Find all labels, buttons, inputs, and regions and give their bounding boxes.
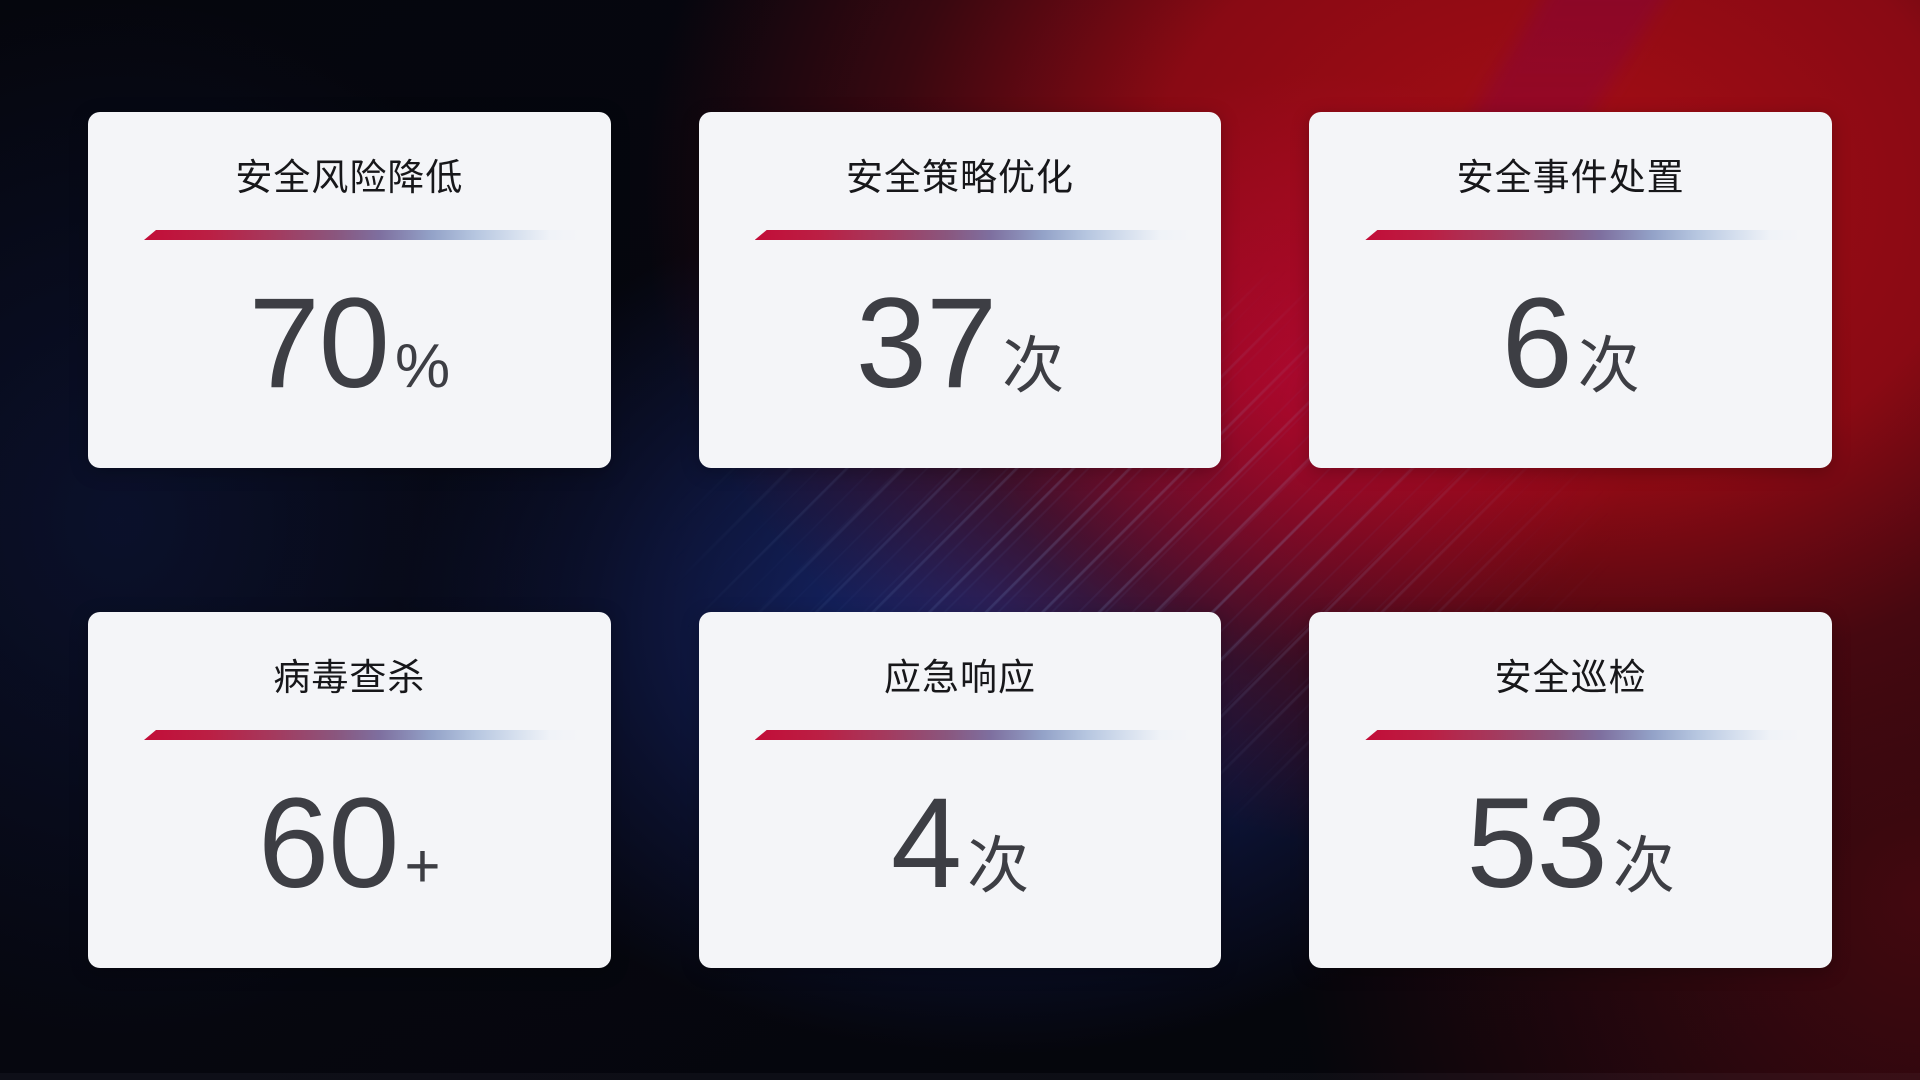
card-value-row: 37 次: [699, 272, 1222, 415]
value-unit: 次: [1002, 332, 1065, 401]
stat-card-security-policy-optimization: 安全策略优化 37 次: [698, 112, 1222, 468]
gradient-divider: [754, 230, 1191, 240]
card-value-row: 70 %: [88, 272, 611, 415]
card-value-row: 6 次: [1309, 272, 1832, 415]
card-value-row: 4 次: [699, 772, 1222, 915]
stat-card-security-incident-handling: 安全事件处置 6 次: [1309, 112, 1832, 468]
card-title: 病毒查杀: [273, 657, 426, 698]
stat-card-virus-scan: 病毒查杀 60 +: [88, 612, 611, 968]
bottom-edge-strip: [0, 1073, 1920, 1080]
card-title: 安全事件处置: [1456, 157, 1685, 198]
gradient-divider: [144, 730, 580, 740]
card-title: 应急响应: [883, 657, 1036, 698]
gradient-divider: [1365, 230, 1802, 240]
card-value-row: 60 +: [88, 772, 611, 915]
value-number: 53: [1466, 772, 1607, 915]
gradient-divider: [754, 730, 1191, 740]
value-number: 37: [855, 272, 997, 415]
value-unit: %: [394, 332, 451, 401]
kpi-card-grid: 安全风险降低 70 % 安全策略优化 37 次 安全事件处置 6 次 病毒查杀 …: [88, 112, 1832, 968]
card-title: 安全策略优化: [845, 157, 1074, 198]
value-number: 4: [890, 772, 962, 915]
card-title: 安全巡检: [1494, 657, 1647, 698]
card-title: 安全风险降低: [235, 157, 464, 198]
value-unit: 次: [967, 832, 1030, 901]
stat-card-security-inspection: 安全巡检 53 次: [1309, 612, 1832, 968]
value-unit: 次: [1612, 832, 1675, 901]
value-number: 70: [248, 272, 390, 415]
value-unit: +: [404, 832, 441, 901]
value-unit: 次: [1577, 332, 1640, 401]
card-value-row: 53 次: [1309, 772, 1832, 915]
value-number: 6: [1501, 272, 1573, 415]
stat-card-security-risk-reduction: 安全风险降低 70 %: [88, 112, 611, 468]
value-number: 60: [258, 772, 399, 915]
gradient-divider: [1365, 730, 1802, 740]
gradient-divider: [144, 230, 580, 240]
stat-card-emergency-response: 应急响应 4 次: [698, 612, 1222, 968]
